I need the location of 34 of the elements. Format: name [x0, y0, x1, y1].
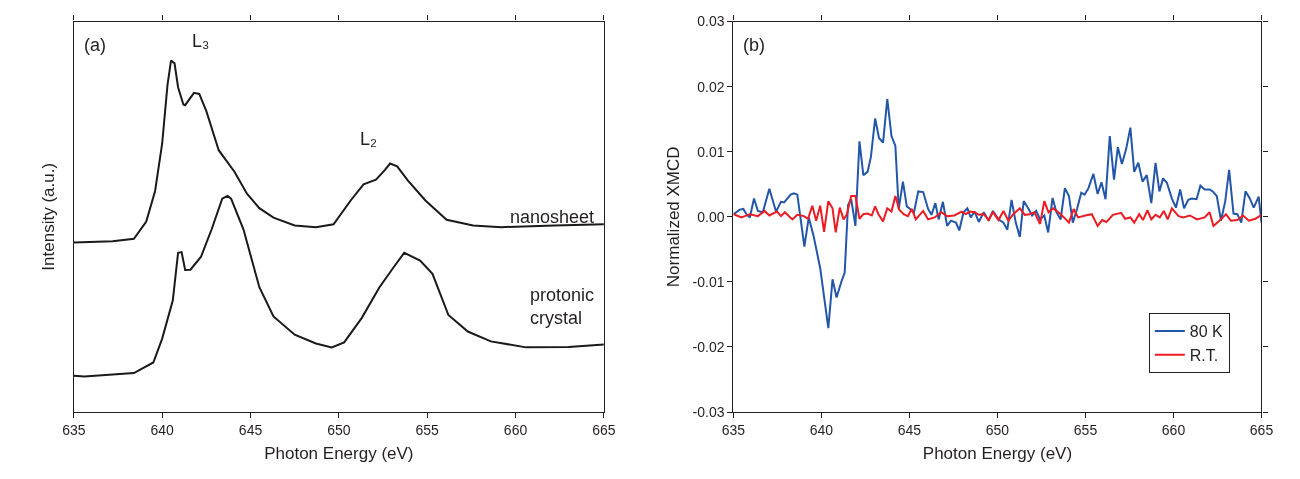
x-tick-label: 645: [238, 421, 263, 438]
y-tick-label: -0.01: [692, 273, 725, 290]
x-axis-title: Photon Energy (eV): [922, 444, 1073, 464]
text: L₃: [192, 31, 210, 51]
y-tick-label: -0.03: [692, 403, 725, 420]
y-tick-label: 0.00: [697, 208, 725, 225]
x-tick-label: 665: [592, 421, 616, 438]
x-tick-label: 645: [897, 421, 922, 438]
x-tick-label: 650: [985, 421, 1010, 438]
legend-label: R.T.: [1189, 346, 1219, 364]
x-tick-label: 640: [809, 421, 834, 438]
text: (a): [84, 35, 106, 55]
annotation: (b): [743, 35, 765, 55]
y-tick-label: 0.03: [697, 13, 725, 30]
y-axis-title: Intensity (a.u.): [39, 162, 59, 271]
x-tick-label: 655: [1073, 421, 1098, 438]
x-tick-label: 655: [415, 421, 440, 438]
x-tick-label: 640: [150, 421, 175, 438]
x-tick-label: 660: [1161, 421, 1186, 438]
y-tick-label: 0.01: [697, 143, 725, 160]
x-tick-label: 660: [503, 421, 528, 438]
legend-label: 80 K: [1189, 323, 1224, 341]
x-tick-label: 665: [1249, 421, 1274, 438]
x-tick-label: 650: [327, 421, 351, 438]
x-tick-label: 635: [721, 421, 746, 438]
x-axis-title: Photon Energy (eV): [264, 444, 414, 464]
y-tick-label: 0.02: [697, 78, 725, 95]
annotation: L₂: [360, 129, 378, 149]
annotation: protonic crystal: [530, 285, 595, 329]
y-axis-title: Normalized XMCD: [664, 146, 684, 288]
annotation: nanosheet: [510, 207, 595, 227]
y-tick-label: -0.02: [692, 338, 725, 355]
x-tick-label: 635: [62, 421, 86, 438]
line-series: [733, 194, 1262, 234]
